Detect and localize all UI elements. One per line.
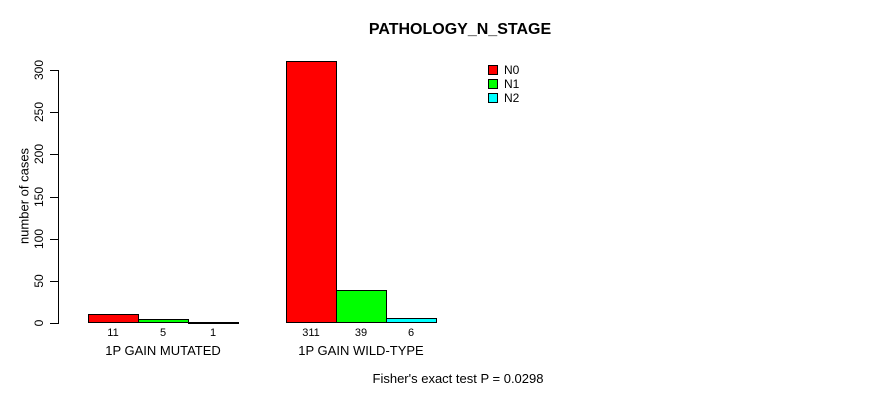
bar-value-label: 5 <box>159 327 167 339</box>
bar-value-label: 311 <box>302 327 320 339</box>
y-axis-tick <box>50 239 59 240</box>
y-axis-tick-label: 150 <box>32 186 46 208</box>
legend-swatch-n2 <box>488 93 498 103</box>
legend-label-n2: N2 <box>504 91 520 105</box>
footnote: Fisher's exact test P = 0.0298 <box>372 371 544 386</box>
bar-value-label: 11 <box>107 327 119 339</box>
legend-label-n1: N1 <box>504 77 520 91</box>
y-axis-tick <box>50 323 59 324</box>
legend-item-n1: N1 <box>488 77 519 91</box>
bar-value-label: 6 <box>407 327 415 339</box>
bar-n0-group0 <box>88 314 139 323</box>
bar-value-label: 1 <box>209 327 217 339</box>
legend-label-n0: N0 <box>504 63 520 77</box>
bar-n2-group1 <box>386 318 437 323</box>
bar-n2-group0 <box>188 322 239 324</box>
y-axis-tick <box>50 281 59 282</box>
y-axis-tick-label: 200 <box>32 143 46 165</box>
category-label: 1P GAIN WILD-TYPE <box>298 343 424 358</box>
y-axis-tick-label: 250 <box>32 101 46 123</box>
bar-n1-group0 <box>138 319 189 323</box>
y-axis-tick-label: 0 <box>32 319 46 327</box>
legend-swatch-n0 <box>488 65 498 75</box>
bar-n1-group1 <box>336 290 387 323</box>
y-axis-tick-label: 50 <box>32 274 46 288</box>
y-axis-tick-label: 300 <box>32 59 46 81</box>
y-axis-tick <box>50 154 59 155</box>
y-axis-tick-label: 100 <box>32 228 46 250</box>
y-axis-tick <box>50 197 59 198</box>
y-axis-title: number of cases <box>16 147 32 245</box>
category-label: 1P GAIN MUTATED <box>105 343 221 358</box>
legend-swatch-n1 <box>488 79 498 89</box>
chart-title: PATHOLOGY_N_STAGE <box>368 21 552 38</box>
legend-item-n2: N2 <box>488 91 519 105</box>
y-axis-tick <box>50 70 59 71</box>
y-axis-tick <box>50 112 59 113</box>
legend-item-n0: N0 <box>488 63 519 77</box>
bar-value-label: 39 <box>354 327 368 339</box>
bar-n0-group1 <box>286 61 337 323</box>
